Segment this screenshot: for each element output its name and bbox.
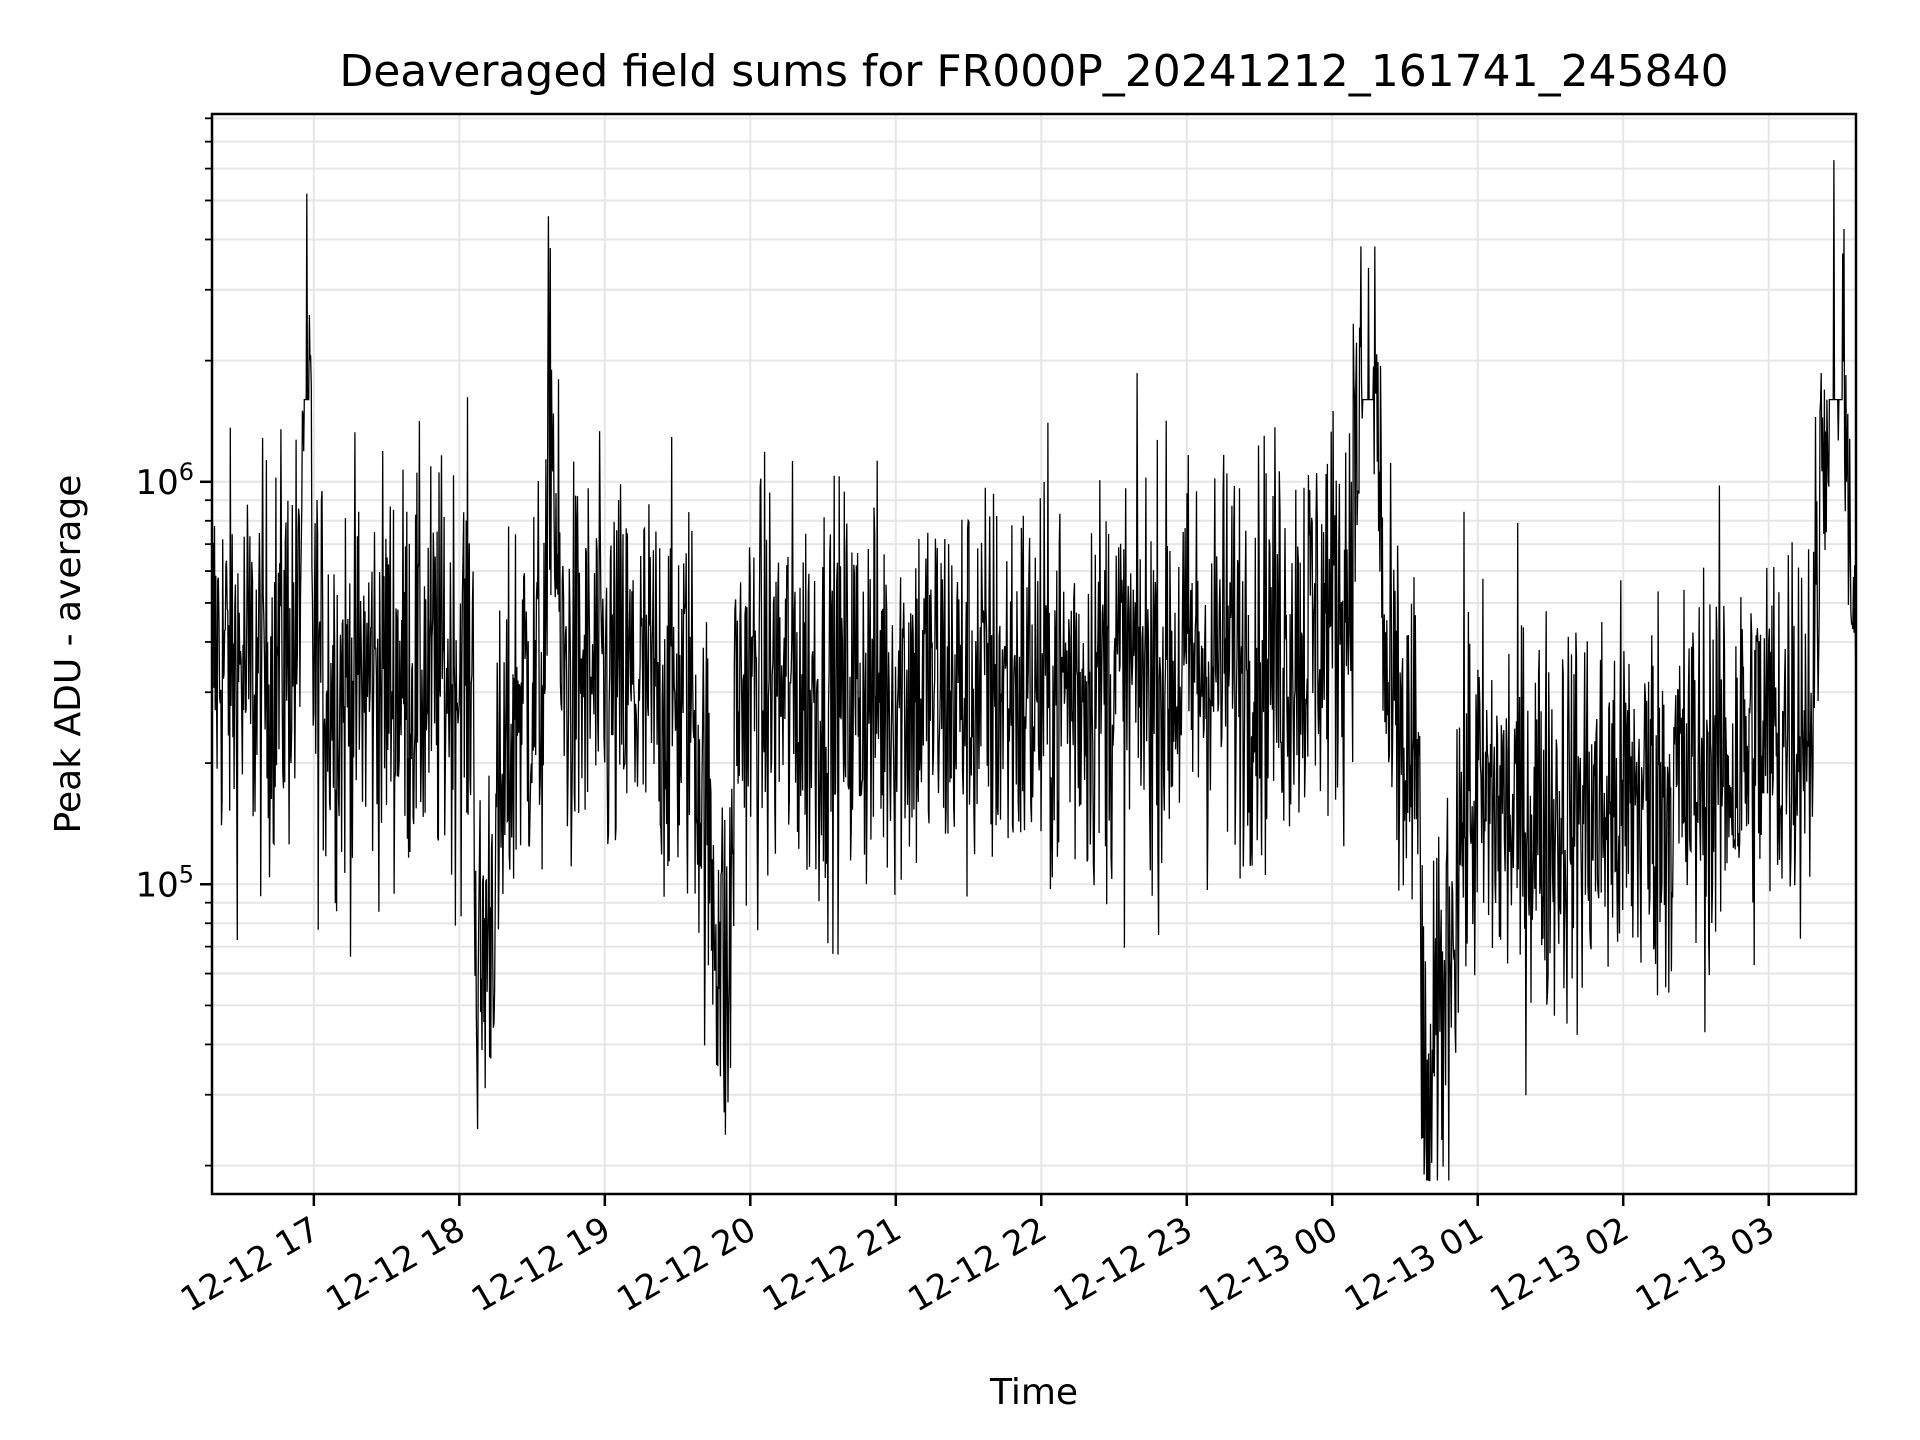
series-line-group — [211, 160, 1857, 1182]
x-tick-label: 12-12 21 — [756, 1209, 908, 1320]
x-tick-label: 12-12 17 — [174, 1209, 326, 1320]
x-tick-label: 12-13 01 — [1338, 1209, 1490, 1320]
y-tick-label: 105 — [135, 860, 194, 905]
x-tick-label: 12-12 18 — [319, 1209, 471, 1320]
chart-title: Deaveraged field sums for FR000P_2024121… — [339, 46, 1728, 97]
x-tick-label: 12-12 23 — [1047, 1209, 1199, 1320]
y-axis-title: Peak ADU - average — [48, 475, 89, 834]
x-tick-label: 12-12 20 — [610, 1209, 762, 1320]
x-tick-label: 12-13 03 — [1629, 1209, 1781, 1320]
series-line — [211, 160, 1857, 1182]
plot-frame — [210, 112, 1858, 1196]
x-tick-label: 12-12 19 — [465, 1209, 617, 1320]
x-tick-label: 12-13 02 — [1483, 1209, 1635, 1320]
grid — [212, 114, 1856, 1194]
x-tick-label: 12-12 22 — [901, 1209, 1053, 1320]
y-tick-label: 106 — [135, 458, 194, 503]
x-axis-title: Time — [989, 1372, 1078, 1413]
y-axis: 105 106 — [135, 117, 212, 1167]
x-tick-label: 12-13 00 — [1192, 1209, 1344, 1320]
